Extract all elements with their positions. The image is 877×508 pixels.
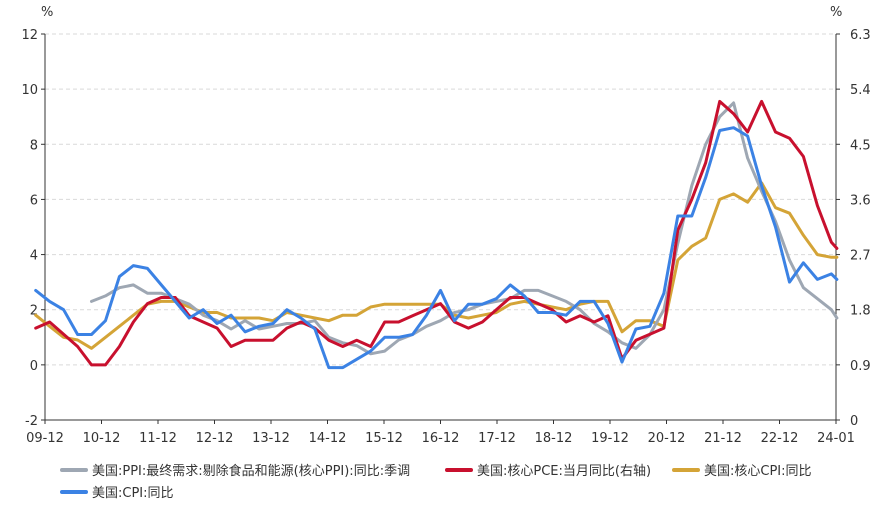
right-tick-label: 0.9 — [850, 359, 871, 374]
left-axis: -2 0 2 4 6 8 10 12 — [21, 28, 45, 429]
left-tick-label: 10 — [21, 83, 38, 98]
x-tick-label: 10-12 — [83, 431, 121, 446]
left-tick-label: 4 — [30, 249, 38, 264]
series-line-3 — [34, 126, 839, 370]
left-tick-label: -2 — [25, 414, 38, 429]
right-tick-label: 1.8 — [850, 304, 871, 319]
x-tick-label: 17-12 — [478, 431, 516, 446]
x-tick-label: 20-12 — [648, 431, 686, 446]
legend-swatch-core-cpi — [672, 467, 700, 472]
legend-item-core-pce: 美国:核心PCE:当月同比(右轴) — [445, 460, 651, 479]
legend-label-cpi: 美国:CPI:同比 — [92, 486, 174, 501]
x-tick-label: 22-12 — [761, 431, 799, 446]
x-tick-label: 15-12 — [365, 431, 403, 446]
legend-label-core-cpi: 美国:核心CPI:同比 — [704, 464, 812, 479]
legend-item-core-cpi: 美国:核心CPI:同比 — [672, 460, 812, 479]
legend-swatch-cpi — [60, 489, 88, 494]
x-tick-label: 13-12 — [252, 431, 290, 446]
right-tick-label: 5.4 — [850, 83, 871, 98]
x-tick-label: 12-12 — [196, 431, 234, 446]
x-tick-label: 11-12 — [139, 431, 177, 446]
right-axis-unit: % — [830, 5, 842, 20]
x-axis: 09-12 10-12 11-12 12-12 13-12 14-12 15-12 16-12… — [26, 420, 855, 446]
left-axis-unit: % — [41, 5, 53, 20]
right-axis: 0 0.9 1.8 2.7 3.6 4.5 5.4 6.3 — [836, 28, 871, 429]
right-tick-label: 0 — [850, 414, 858, 429]
right-tick-label: 4.5 — [850, 138, 871, 153]
x-tick-label: 14-12 — [309, 431, 347, 446]
x-tick-label: 18-12 — [535, 431, 573, 446]
x-tick-label: 21-12 — [704, 431, 742, 446]
x-tick-label: 09-12 — [26, 431, 64, 446]
x-tick-label: 19-12 — [591, 431, 629, 446]
legend-swatch-core-pce — [445, 467, 473, 472]
left-tick-label: 0 — [30, 359, 38, 374]
legend-label-core-ppi: 美国:PPI:最终需求:剔除食品和能源(核心PPI):同比:季调 — [92, 464, 411, 479]
legend-label-core-pce: 美国:核心PCE:当月同比(右轴) — [477, 464, 652, 479]
right-tick-label: 3.6 — [850, 193, 871, 208]
left-tick-label: 6 — [30, 193, 38, 208]
right-tick-label: 6.3 — [850, 28, 871, 43]
series-line-0 — [90, 101, 839, 356]
left-tick-label: 12 — [21, 28, 38, 43]
series-lines — [34, 99, 839, 370]
x-tick-label: 16-12 — [422, 431, 460, 446]
left-tick-label: 2 — [30, 304, 38, 319]
gridlines — [44, 33, 837, 421]
right-tick-label: 2.7 — [850, 249, 871, 264]
legend-item-cpi: 美国:CPI:同比 — [60, 482, 174, 501]
legend-item-core-ppi: 美国:PPI:最终需求:剔除食品和能源(核心PPI):同比:季调 — [60, 460, 410, 479]
x-tick-label: 24-01 — [817, 431, 855, 446]
legend-swatch-core-ppi — [60, 467, 88, 472]
left-tick-label: 8 — [30, 138, 38, 153]
